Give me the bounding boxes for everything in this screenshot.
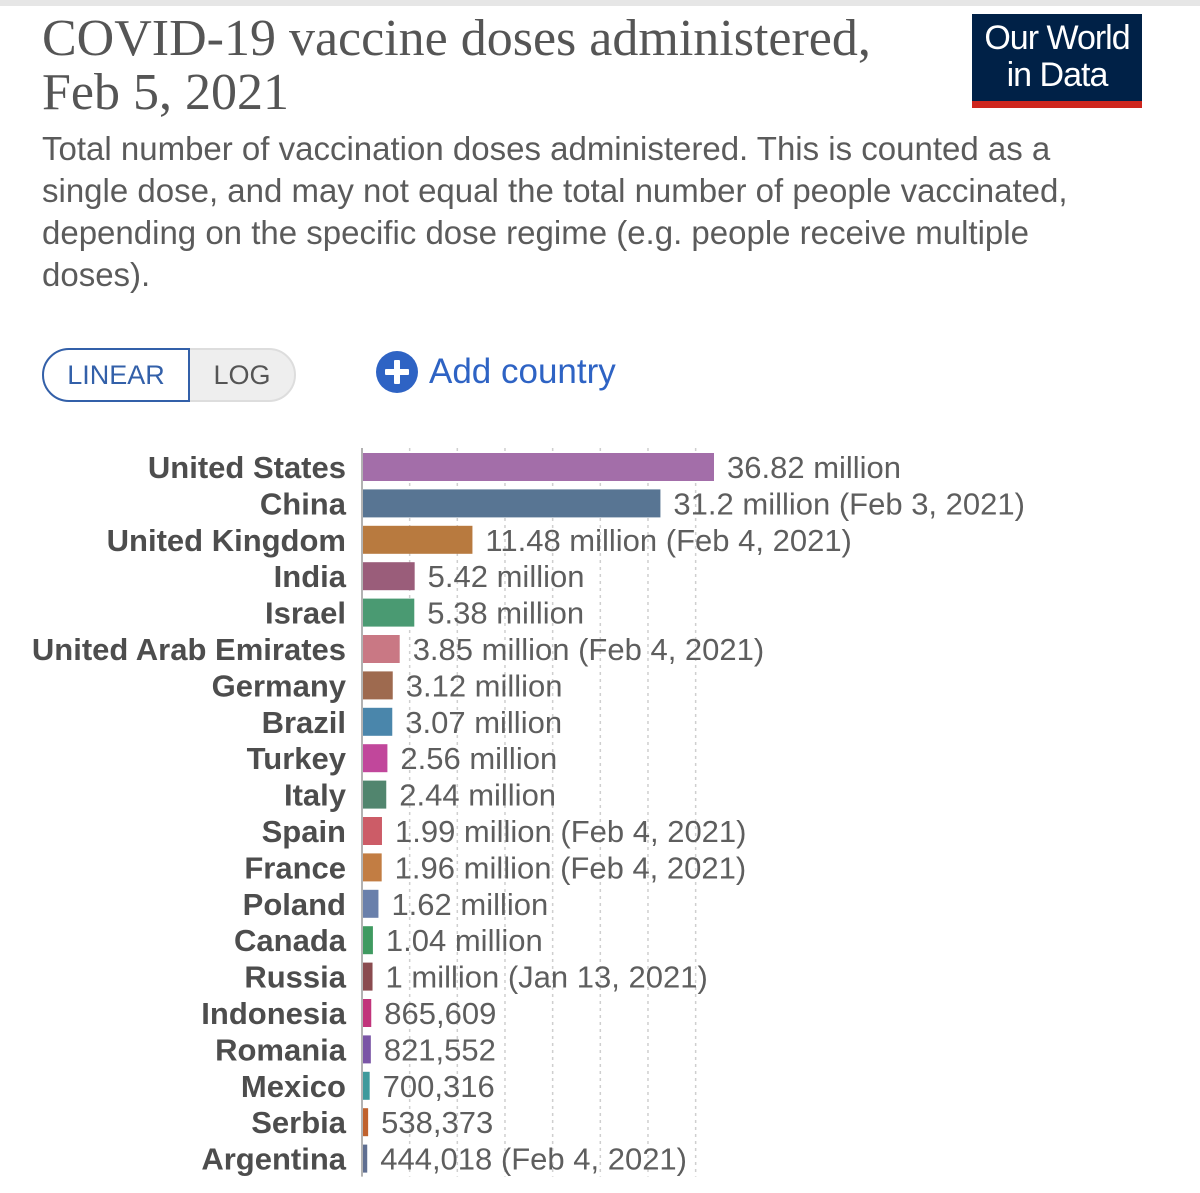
bar-row[interactable]: Spain 1.99 million (Feb 4, 2021) xyxy=(262,814,747,849)
bar[interactable] xyxy=(363,1108,369,1137)
country-label: France xyxy=(244,850,346,885)
country-label: United Kingdom xyxy=(107,523,346,558)
value-label: 821,552 xyxy=(384,1032,496,1067)
value-label: 3.12 million xyxy=(406,668,563,703)
bar[interactable] xyxy=(363,671,393,700)
bar-row[interactable]: United States 36.82 million xyxy=(148,450,901,485)
bar[interactable] xyxy=(363,999,372,1027)
chart-title: COVID-19 vaccine doses administered, Feb… xyxy=(42,10,871,121)
bar[interactable] xyxy=(363,635,400,663)
top-border xyxy=(0,0,1200,6)
value-label: 2.56 million xyxy=(400,741,557,776)
country-label: United States xyxy=(148,450,346,485)
bar-row[interactable]: Russia 1 million (Jan 13, 2021) xyxy=(244,960,707,995)
bar-row[interactable]: United Arab Emirates 3.85 million (Feb 4,… xyxy=(32,632,764,667)
value-label: 36.82 million xyxy=(727,450,901,485)
value-label: 5.38 million xyxy=(427,596,584,631)
country-label: Poland xyxy=(243,887,346,922)
bar-row[interactable]: Germany 3.12 million xyxy=(212,668,563,703)
bar-row[interactable]: Italy 2.44 million xyxy=(284,778,556,813)
value-label: 3.07 million xyxy=(405,705,562,740)
country-label: China xyxy=(260,486,347,521)
logo-line-2: in Data xyxy=(1006,56,1109,94)
country-label: Turkey xyxy=(247,741,347,776)
bar[interactable] xyxy=(363,707,393,736)
bar[interactable] xyxy=(363,926,373,955)
value-label: 11.48 million (Feb 4, 2021) xyxy=(485,523,851,558)
plus-circle-icon xyxy=(376,351,418,393)
country-label: Brazil xyxy=(262,705,346,740)
bar-row[interactable]: India 5.42 million xyxy=(274,559,585,594)
country-label: Israel xyxy=(265,596,346,631)
add-country-button[interactable]: Add country xyxy=(375,348,616,396)
bar-row[interactable]: Serbia 538,373 xyxy=(251,1105,493,1140)
bar-row[interactable]: Poland 1.62 million xyxy=(243,887,549,922)
value-label: 1.62 million xyxy=(391,887,548,922)
bar-chart: United States 36.82 million China 31.2 mill… xyxy=(32,448,1025,1177)
bar[interactable] xyxy=(363,962,373,991)
country-label: Mexico xyxy=(241,1069,346,1104)
bar-row[interactable]: United Kingdom 11.48 million (Feb 4, 2021… xyxy=(107,523,852,558)
bar-row[interactable]: Argentina 444,018 (Feb 4, 2021) xyxy=(201,1142,687,1177)
scale-toggle: LINEAR LOG xyxy=(42,348,296,402)
bar[interactable] xyxy=(363,598,415,627)
bar[interactable] xyxy=(363,1071,370,1100)
bar[interactable] xyxy=(363,453,714,481)
country-label: Argentina xyxy=(201,1142,346,1177)
country-label: Spain xyxy=(262,814,346,849)
bar[interactable] xyxy=(363,780,387,809)
add-country-label: Add country xyxy=(429,352,616,391)
country-label: Germany xyxy=(212,668,347,703)
country-label: United Arab Emirates xyxy=(32,632,346,667)
bar-row[interactable]: Israel 5.38 million xyxy=(265,596,584,631)
value-label: 1.99 million (Feb 4, 2021) xyxy=(395,814,747,849)
value-label: 865,609 xyxy=(384,996,496,1031)
value-label: 3.85 million (Feb 4, 2021) xyxy=(413,632,765,667)
bar-row[interactable]: France 1.96 million (Feb 4, 2021) xyxy=(244,850,746,885)
country-label: Italy xyxy=(284,778,347,813)
linear-scale-button[interactable]: LINEAR xyxy=(42,348,190,402)
bar-row[interactable]: Brazil 3.07 million xyxy=(262,705,563,740)
value-label: 31.2 million (Feb 3, 2021) xyxy=(673,486,1025,521)
bar[interactable] xyxy=(363,1035,371,1064)
country-label: India xyxy=(274,559,347,594)
bar[interactable] xyxy=(363,1144,368,1173)
value-label: 5.42 million xyxy=(428,559,585,594)
log-scale-button[interactable]: LOG xyxy=(213,359,271,390)
bar[interactable] xyxy=(363,817,382,845)
country-label: Canada xyxy=(234,923,347,958)
bar-row[interactable]: China 31.2 million (Feb 3, 2021) xyxy=(260,486,1025,521)
value-label: 1 million (Jan 13, 2021) xyxy=(386,960,708,995)
owid-logo[interactable]: Our World in Data xyxy=(972,14,1142,108)
bar[interactable] xyxy=(363,525,473,554)
value-label: 538,373 xyxy=(381,1105,493,1140)
value-label: 2.44 million xyxy=(399,778,556,813)
country-label: Romania xyxy=(215,1032,347,1067)
logo-line-1: Our World xyxy=(984,19,1130,57)
bars: United States 36.82 million China 31.2 mill… xyxy=(32,450,1025,1177)
country-label: Russia xyxy=(244,960,346,995)
value-label: 1.04 million xyxy=(386,923,543,958)
country-label: Serbia xyxy=(251,1105,347,1140)
bar[interactable] xyxy=(363,853,382,882)
bar[interactable] xyxy=(363,889,379,918)
value-label: 700,316 xyxy=(383,1069,495,1104)
bar-row[interactable]: Canada 1.04 million xyxy=(234,923,543,958)
value-label: 444,018 (Feb 4, 2021) xyxy=(380,1142,687,1177)
bar-row[interactable]: Mexico 700,316 xyxy=(241,1069,495,1104)
value-label: 1.96 million (Feb 4, 2021) xyxy=(395,850,747,885)
bar[interactable] xyxy=(363,489,661,518)
bar[interactable] xyxy=(363,744,388,773)
bar-row[interactable]: Turkey 2.56 million xyxy=(247,741,558,776)
country-label: Indonesia xyxy=(201,996,346,1031)
chart-subtitle: Total number of vaccination doses admini… xyxy=(42,130,1068,293)
bar-row[interactable]: Indonesia 865,609 xyxy=(201,996,496,1031)
bar-row[interactable]: Romania 821,552 xyxy=(215,1032,496,1067)
bar[interactable] xyxy=(363,562,415,591)
